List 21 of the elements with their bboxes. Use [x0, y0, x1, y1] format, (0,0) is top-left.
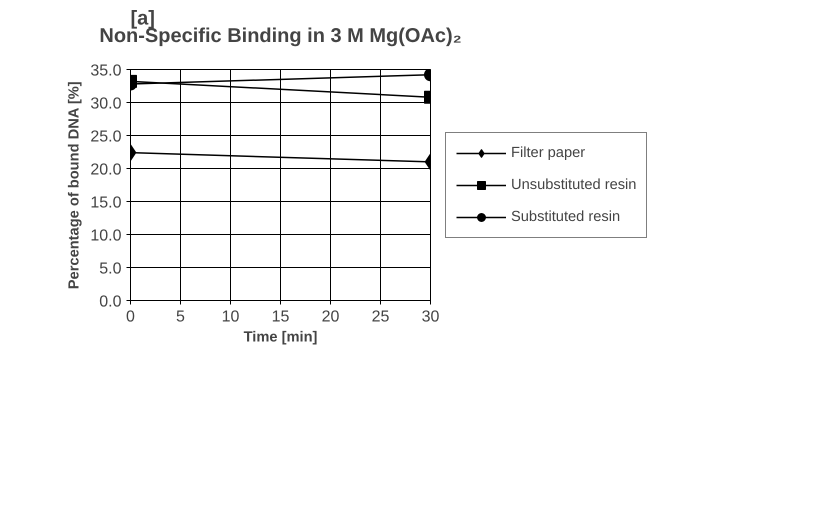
x-tick-label: 20 [322, 308, 340, 326]
y-tick-label: 20.0 [90, 162, 122, 178]
x-tick-label: 30 [422, 308, 440, 326]
text: [a] [130, 8, 155, 30]
x-tick-label: 5 [176, 308, 186, 326]
x-tick-label: 25 [372, 308, 390, 326]
y-axis-title: Percentage of bound DNA [%] [66, 81, 82, 290]
y-tick-label: 0.0 [99, 294, 122, 310]
y-tick-label: 25.0 [90, 128, 122, 146]
x-tick-label: 10 [222, 308, 240, 326]
y-tick-label: 15.0 [90, 194, 122, 212]
y-tick-label: 35.0 [90, 62, 122, 80]
y-tick-label: 30.0 [90, 96, 122, 112]
legend-label: Substituted resin [511, 208, 620, 224]
x-axis-title: Time [min] [244, 330, 318, 346]
y-tick-label: 5.0 [99, 260, 122, 278]
x-tick-label: 0 [126, 308, 136, 326]
y-tick-label: 10.0 [90, 228, 122, 244]
legend-label: Filter paper [511, 144, 586, 160]
x-tick-label: 15 [272, 308, 290, 326]
legend-label: Unsubstituted resin [511, 176, 636, 192]
